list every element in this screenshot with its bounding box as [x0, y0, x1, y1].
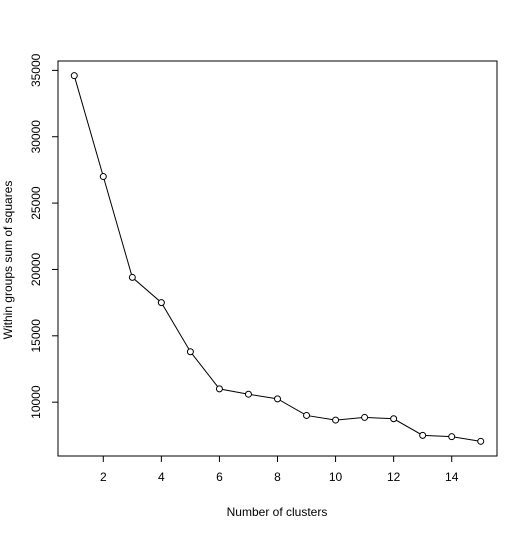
y-axis: 10000 15000 20000 25000 30000 35000: [29, 53, 58, 419]
data-point: [99, 173, 107, 181]
data-point: [332, 416, 340, 424]
y-tick-label: 30000: [29, 120, 43, 154]
data-point: [419, 431, 427, 439]
y-tick-label: 35000: [29, 53, 43, 87]
x-tick-label: 10: [329, 470, 343, 484]
data-points: [70, 72, 485, 445]
data-point: [390, 415, 398, 423]
x-tick-label: 12: [387, 470, 401, 484]
data-point: [448, 433, 456, 441]
x-tick-label: 4: [158, 470, 165, 484]
data-point: [215, 385, 223, 393]
x-axis: 2 4 6 8 10 12 14: [100, 456, 459, 484]
data-point: [244, 390, 252, 398]
y-tick-label: 10000: [29, 385, 43, 419]
y-axis-title: Within groups sum of squares: [1, 181, 15, 340]
x-tick-label: 8: [274, 470, 281, 484]
data-point: [186, 348, 194, 356]
x-tick-label: 2: [100, 470, 107, 484]
data-point: [303, 411, 311, 419]
data-point: [70, 72, 78, 80]
data-point: [477, 437, 485, 445]
x-axis-title: Number of clusters: [227, 505, 328, 519]
x-tick-label: 14: [445, 470, 459, 484]
y-tick-label: 25000: [29, 186, 43, 220]
data-point: [128, 273, 136, 281]
series-line: [73, 75, 481, 442]
data-point: [274, 395, 281, 403]
y-tick-label: 15000: [29, 319, 43, 353]
data-point: [361, 413, 369, 421]
x-tick-label: 6: [216, 470, 223, 484]
data-point: [157, 299, 165, 307]
y-tick-label: 20000: [29, 252, 43, 286]
